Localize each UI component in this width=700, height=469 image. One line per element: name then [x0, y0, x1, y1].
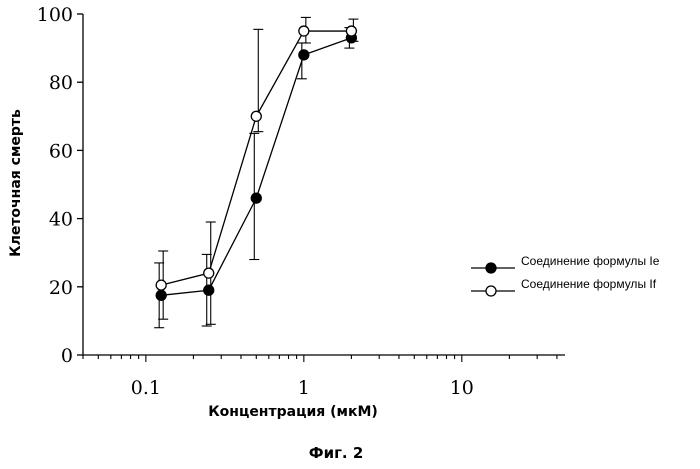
y-axis-ticks: 0 20 40 60 80 100 — [37, 4, 83, 367]
data-point — [204, 285, 214, 295]
x-axis-ticks: 0.1 1 10 — [83, 355, 557, 399]
data-point — [251, 193, 261, 203]
x-tick-label: 1 — [298, 377, 310, 399]
data-point — [299, 50, 309, 60]
y-tick-label: 0 — [61, 345, 73, 367]
data-point — [204, 268, 214, 278]
legend-marker — [486, 286, 496, 296]
legend: Соединение формулы Ie Соединение формулы … — [471, 254, 660, 296]
series-2 — [156, 17, 358, 324]
series-layer — [154, 17, 358, 327]
series-1 — [154, 28, 356, 328]
data-point — [251, 111, 261, 121]
y-tick-label: 60 — [49, 140, 73, 162]
y-tick-label: 80 — [49, 72, 73, 94]
x-axis-label: Концентрация (мкМ) — [208, 404, 378, 420]
data-point — [156, 280, 166, 290]
series-line — [161, 31, 351, 285]
legend-label: Соединение формулы Ie — [521, 254, 660, 268]
data-point — [156, 290, 166, 300]
y-tick-label: 40 — [49, 209, 73, 231]
y-tick-label: 100 — [37, 4, 73, 26]
data-point — [346, 26, 356, 36]
data-point — [299, 26, 309, 36]
legend-label: Соединение формулы If — [521, 277, 657, 291]
x-tick-label: 0.1 — [131, 377, 161, 399]
y-tick-label: 20 — [49, 277, 73, 299]
legend-marker — [486, 263, 496, 273]
y-axis-label: Клеточная смерть — [8, 109, 24, 257]
figure-caption: Фиг. 2 — [309, 444, 364, 462]
legend-item: Соединение формулы Ie — [471, 254, 660, 273]
axes — [83, 14, 565, 355]
x-tick-label: 10 — [450, 377, 474, 399]
series-line — [161, 38, 351, 295]
legend-item: Соединение формулы If — [471, 277, 657, 296]
